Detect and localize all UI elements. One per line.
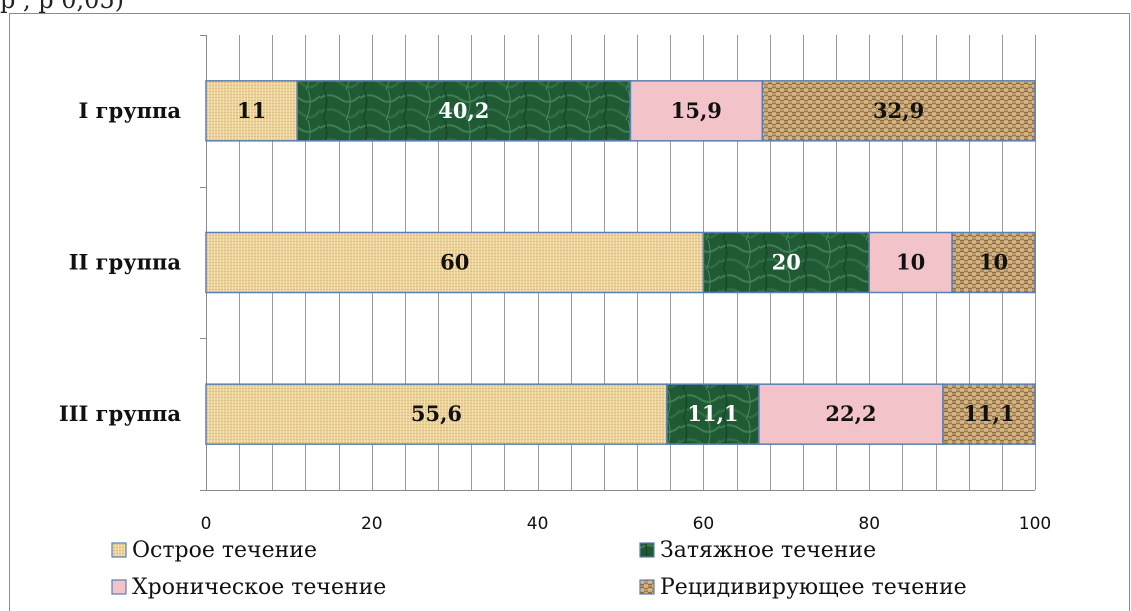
legend-entry: Хроническое течение xyxy=(132,575,386,600)
legend-swatch xyxy=(111,542,127,558)
legend-entry: Затяжное течение xyxy=(660,538,876,563)
clipped-caption-text: р , р 0,05) xyxy=(0,0,125,14)
data-label: 32,9 xyxy=(873,98,924,123)
bar-segment xyxy=(702,231,870,294)
x-tick-label: 40 xyxy=(527,514,549,534)
x-tick-label: 0 xyxy=(201,514,212,534)
data-label: 15,9 xyxy=(671,98,722,123)
data-label: 20 xyxy=(772,250,801,275)
data-label: 60 xyxy=(440,250,469,275)
data-label: 11,1 xyxy=(963,401,1014,426)
bar-segment xyxy=(205,80,298,142)
bar-segment xyxy=(951,231,1036,294)
chart-frame xyxy=(9,13,1130,611)
legend-swatch xyxy=(639,579,655,595)
bar-segment xyxy=(666,383,760,445)
bar-segment xyxy=(205,231,705,294)
category-label: II группа xyxy=(69,250,182,275)
legend-swatch xyxy=(111,579,127,595)
x-tick-label: 80 xyxy=(858,514,880,534)
data-label: 11 xyxy=(237,98,266,123)
x-tick-label: 20 xyxy=(361,514,383,534)
bar-segment xyxy=(296,80,632,142)
data-label: 11,1 xyxy=(687,401,738,426)
bar-segment xyxy=(942,383,1036,445)
legend-entry: Рецидивирующее течение xyxy=(660,575,967,600)
data-label: 40,2 xyxy=(438,98,489,123)
x-tick-label: 100 xyxy=(1019,514,1051,534)
data-label: 10 xyxy=(896,250,925,275)
data-label: 22,2 xyxy=(825,401,876,426)
bar-segment xyxy=(205,383,668,445)
category-label: III группа xyxy=(59,401,182,426)
category-label: I группа xyxy=(79,98,182,123)
legend-swatch xyxy=(639,542,655,558)
legend-entry: Острое течение xyxy=(132,538,317,563)
bar-segment xyxy=(758,383,944,445)
data-label: 10 xyxy=(979,250,1008,275)
bar-segment xyxy=(761,80,1036,142)
data-label: 55,6 xyxy=(411,401,462,426)
x-tick-label: 60 xyxy=(693,514,715,534)
